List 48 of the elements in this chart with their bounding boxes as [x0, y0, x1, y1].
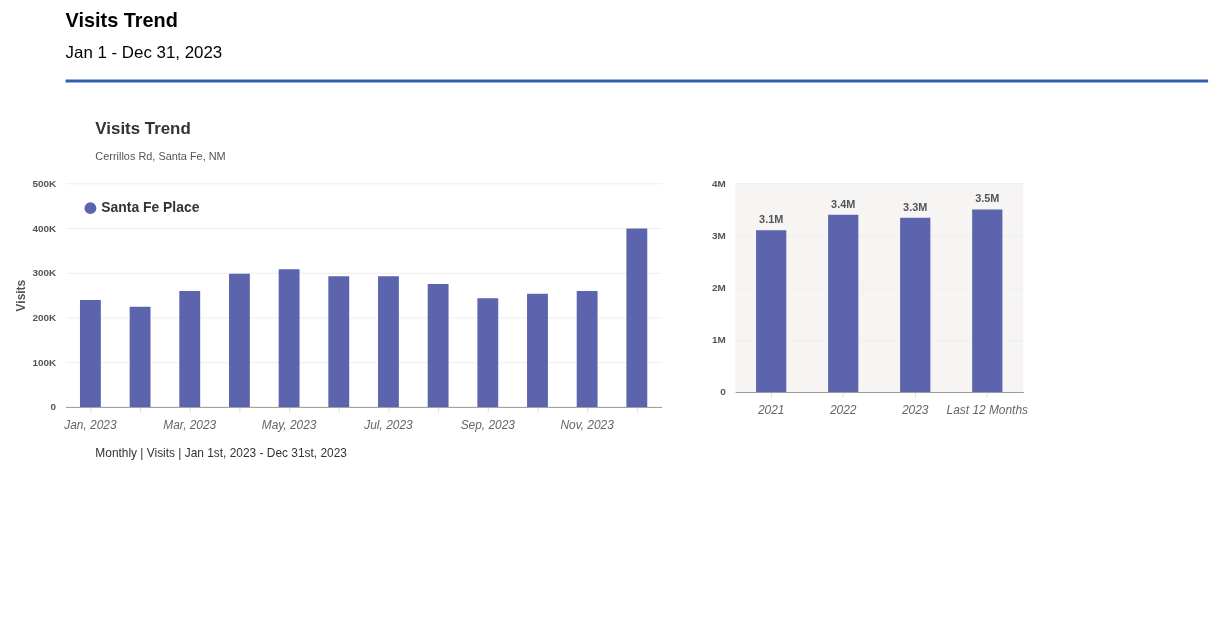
chart-subtitle: Jan 1 - Dec 31, 2023	[65, 43, 223, 63]
legend-label: Santa Fe Place	[101, 199, 200, 216]
bar	[756, 230, 787, 392]
bar	[576, 291, 598, 407]
bar	[626, 228, 648, 407]
bar	[129, 306, 151, 407]
x-tick-label: Jul, 2023	[363, 418, 413, 433]
bar	[378, 276, 399, 407]
x-tick-label: Jan, 2023	[63, 418, 117, 433]
bar	[278, 269, 300, 407]
x-tick-label: Mar, 2023	[163, 418, 217, 433]
text: Cerrillos Rd, Santa Fe, NM	[95, 149, 226, 162]
bar	[328, 276, 350, 407]
y-tick-label: 400K	[32, 222, 57, 234]
y-axis-title: Visits	[14, 279, 29, 312]
bar	[527, 293, 548, 407]
chart-title: Visits Trend	[65, 9, 178, 32]
y-tick-label: 3M	[711, 230, 726, 241]
x-tick-label: Last 12 Months	[946, 403, 1029, 418]
bar	[427, 283, 449, 407]
y-tick-label: 100K	[32, 356, 57, 368]
bar	[79, 300, 101, 407]
y-tick-label: 0	[50, 401, 57, 413]
y-tick-label: 0	[720, 386, 727, 398]
y-tick-label: 2M	[711, 282, 726, 294]
x-tick-label: Nov, 2023	[560, 418, 615, 433]
x-tick-label: 2023	[901, 403, 929, 418]
y-tick-label: 200K	[32, 311, 57, 323]
y-tick-label: 500K	[32, 177, 57, 189]
y-tick-label: 300K	[32, 267, 57, 279]
data-label: 3.3M	[903, 200, 928, 213]
bar	[179, 291, 201, 407]
bar	[477, 298, 499, 407]
data-label: 3.1M	[759, 213, 784, 226]
y-tick-label: 1M	[711, 334, 726, 346]
x-tick-label: 2022	[828, 403, 857, 418]
x-tick-label: 2021	[756, 403, 785, 418]
text: Monthly | Visits | Jan 1st, 2023 - Dec 31st, 2023	[95, 445, 348, 460]
y-tick-label: 4M	[711, 177, 726, 189]
bar	[900, 217, 931, 392]
bar	[229, 273, 250, 407]
bar	[972, 209, 1003, 392]
x-tick-label: May, 2023	[261, 418, 317, 433]
text: Visits Trend	[95, 118, 191, 138]
data-label: 3.4M	[831, 197, 856, 210]
x-tick-label: Sep, 2023	[460, 418, 516, 433]
bar	[828, 214, 859, 392]
data-label: 3.5M	[975, 192, 1000, 205]
